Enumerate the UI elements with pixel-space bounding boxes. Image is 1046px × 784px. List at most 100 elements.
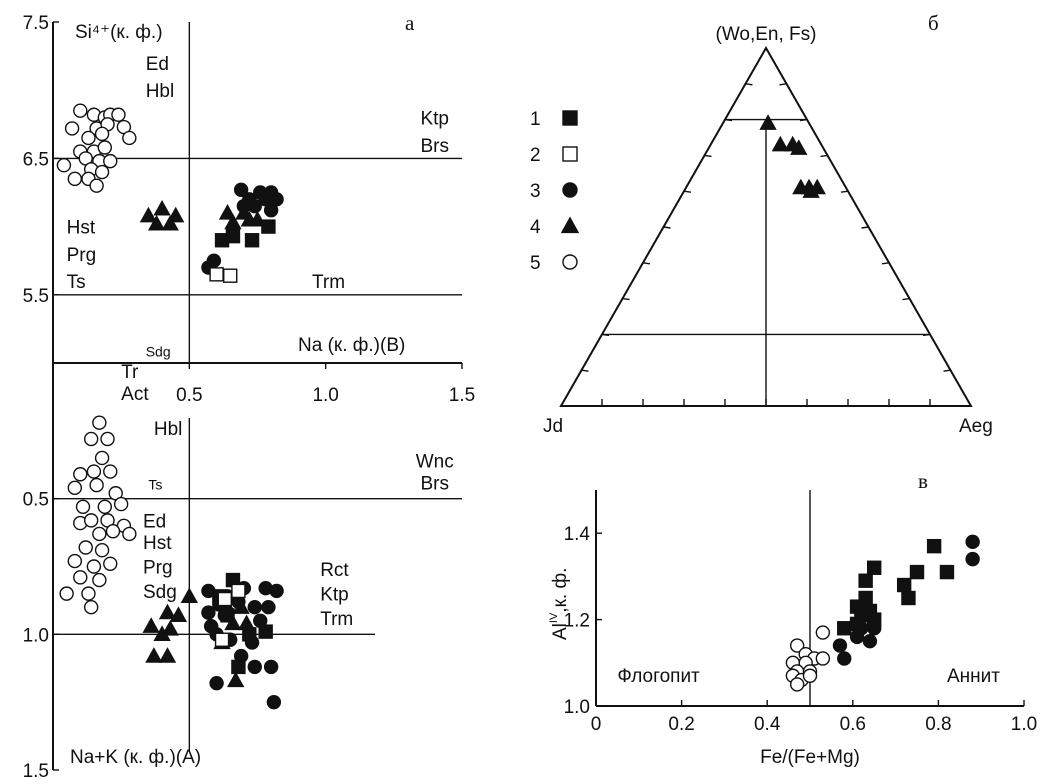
ternary-point [771,135,790,152]
panel-label-c: в [918,469,928,493]
c-point [909,564,925,580]
a-lower-point [232,598,250,614]
a-upper-point [56,158,72,173]
ternary-tick [581,369,589,372]
a-lower-point [158,647,177,663]
a-upper-point [81,130,96,146]
c-point [815,651,831,666]
c-point [965,534,980,550]
a-lower-point [73,467,88,482]
a-x-tick-label: 1.5 [449,385,475,406]
c-x-label: Fe/(Fe+Mg) [760,747,860,768]
a-lower-point [269,583,284,599]
a-upper-point [73,103,88,118]
a-lower-point [247,659,262,675]
ternary-tick [642,262,651,265]
legend-label: 5 [530,253,541,274]
a-lower-point [145,647,163,663]
ternary-vertex-right: Aeg [959,416,993,437]
ternary-tick [663,226,671,229]
ternary-point [808,178,826,195]
a-lower-field-label: Hbl [154,419,183,440]
ternary-vertex-top: (Wo,En, Fs) [716,24,817,45]
c-point [901,590,916,606]
a-lower-point [94,543,110,558]
a-lower-field-label: Hst [143,533,172,554]
c-x-tick-label: 1.0 [1011,714,1037,735]
ternary-tick [902,297,910,301]
a-lower-point [92,415,107,430]
a-lower-point [258,624,273,639]
a-upper-y-label: Si⁴⁺(к. ф.) [75,22,163,43]
legend-label: 3 [530,181,541,202]
a-upper-point [263,203,279,218]
ternary-tick [840,190,849,193]
a-upper-point [64,121,80,136]
a-lower-field-label: Sdg [143,582,177,603]
a-lower-point [75,499,91,515]
c-point [815,625,831,640]
a-upper-point [218,204,237,220]
ternary-tick [820,154,828,158]
ternary-tick [704,154,712,158]
a-lower-point [263,659,279,675]
c-point [862,634,878,649]
a-upper-point [97,140,113,155]
a-lower-field-label: Act [121,384,149,405]
a-lower-field-label: Prg [143,558,173,579]
c-point [867,560,882,575]
a-upper-point [103,153,118,169]
a-lower-point [227,671,245,688]
c-x-tick-label: 0.6 [840,714,866,735]
c-point [965,551,980,567]
a-lower-field-label: Rct [320,560,349,581]
a-lower-point [217,591,232,607]
a-upper-field-label: Ed [146,54,169,75]
panel-label-b: б [928,11,939,35]
a-upper-point [161,214,179,231]
a-lower-point [78,540,93,555]
a-lower-point [231,659,246,675]
c-y-label-sup: IV [548,612,560,623]
c-point [789,677,805,692]
a-lower-point [89,477,104,493]
a-lower-point [180,587,198,604]
a-lower-point [214,632,230,647]
a-upper-point [153,199,171,216]
a-lower-y-tick-label: 1.5 [23,761,49,782]
legend-marker [562,182,578,198]
ternary-vertex-left: Jd [543,416,563,437]
a-upper-point [94,126,110,142]
a-lower-point [113,496,129,512]
a-lower-point [92,526,107,542]
a-upper-x-label: Na (к. ф.)(B) [298,335,405,356]
a-lower-field-label: Ktp [320,585,349,606]
a-lower-point [266,694,282,710]
c-point [802,668,818,683]
a-upper-field-label: Trm [312,272,345,293]
a-lower-point [73,570,88,585]
c-x-tick-label: 0 [591,714,602,735]
c-x-tick-label: 0.8 [925,714,951,735]
ternary-point [759,114,777,130]
a-lower-field-label: Trm [320,609,353,630]
c-y-tick-label: 1.4 [564,524,591,545]
a-lower-field-label: Ts [148,476,162,492]
legend-label: 2 [530,145,541,166]
c-field-label: Аннит [947,666,1000,687]
a-upper-field-label: Ts [67,272,86,293]
legend-marker [562,110,578,126]
ternary-tick [745,83,753,86]
a-lower-point [103,556,118,571]
a-lower-point [153,625,171,642]
c-point [896,577,912,593]
ternary-point [790,139,808,155]
a-lower-point [103,464,118,479]
a-lower-point [142,617,160,633]
c-point [837,621,852,636]
a-lower-point [81,586,96,601]
a-lower-point [97,499,113,515]
a-lower-field-label: Brs [420,473,449,494]
c-y-tick-label: 1.0 [564,697,590,718]
